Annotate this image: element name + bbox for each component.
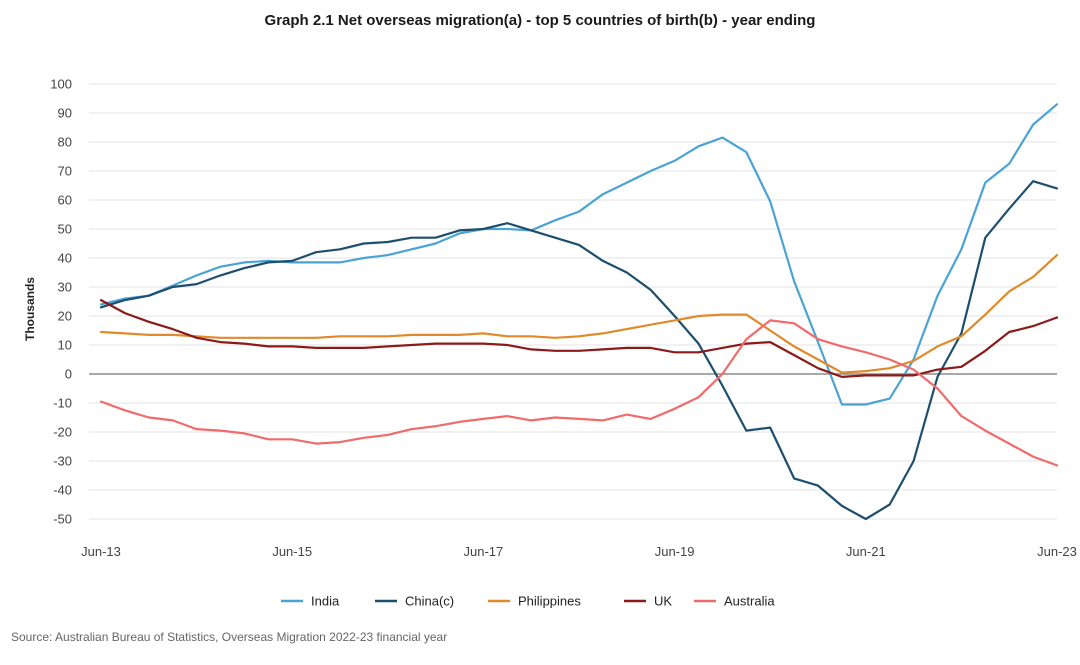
y-tick-label: -10 — [53, 396, 72, 411]
legend-label-australia: Australia — [724, 594, 775, 609]
series-line-uk — [99, 299, 1059, 378]
chart-title: Graph 2.1 Net overseas migration(a) - to… — [264, 12, 816, 29]
x-tick-label: Jun-21 — [846, 544, 886, 559]
series-lines — [99, 103, 1059, 521]
y-tick-label: -50 — [53, 512, 72, 527]
x-tick-labels: Jun-13 Jun-15 Jun-17 Jun-19 Jun-21 Jun-23 — [81, 544, 1077, 559]
y-tick-label: 10 — [58, 338, 72, 353]
series-line-philippines — [99, 254, 1059, 374]
gridlines — [89, 83, 1057, 520]
y-tick-label: 20 — [58, 309, 72, 324]
y-tick-label: 90 — [58, 106, 72, 121]
y-tick-label: -20 — [53, 425, 72, 440]
y-tick-label: 60 — [58, 193, 72, 208]
x-tick-label: Jun-15 — [272, 544, 312, 559]
y-axis-title: Thousands — [23, 277, 37, 341]
x-tick-label: Jun-19 — [655, 544, 695, 559]
y-tick-label: -40 — [53, 483, 72, 498]
legend-label-philippines: Philippines — [518, 594, 581, 609]
y-tick-label: -30 — [53, 454, 72, 469]
series-line-china-c — [99, 180, 1059, 521]
y-tick-label: 0 — [65, 367, 72, 382]
series-line-india — [99, 103, 1059, 406]
legend-label-uk: UK — [654, 594, 672, 609]
series-line-australia — [99, 319, 1059, 467]
legend-label-india: India — [311, 594, 340, 609]
y-tick-label: 70 — [58, 164, 72, 179]
y-tick-label: 30 — [58, 280, 72, 295]
y-tick-label: 100 — [50, 77, 72, 92]
legend: India China(c) Philippines UK Australia — [281, 594, 775, 609]
y-tick-label: 80 — [58, 135, 72, 150]
legend-label-china-c: China(c) — [405, 594, 454, 609]
y-tick-label: 40 — [58, 251, 72, 266]
x-tick-label: Jun-17 — [464, 544, 504, 559]
source-note: Source: Australian Bureau of Statistics,… — [11, 630, 448, 644]
y-tick-label: 50 — [58, 222, 72, 237]
x-tick-label: Jun-13 — [81, 544, 121, 559]
x-tick-label: Jun-23 — [1037, 544, 1077, 559]
